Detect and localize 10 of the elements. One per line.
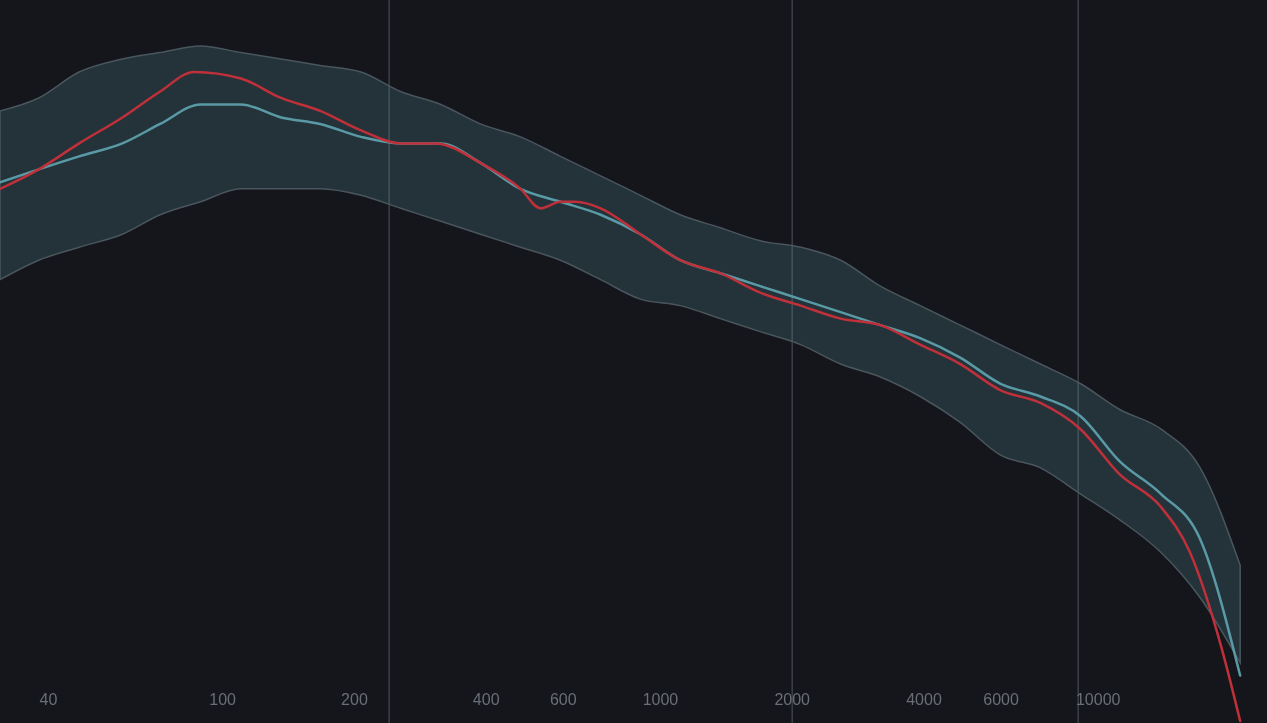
x-tick-label: 2000 bbox=[774, 691, 811, 708]
x-tick-label: 400 bbox=[472, 691, 500, 708]
x-tick-label: 100 bbox=[209, 691, 237, 708]
x-tick-label: 200 bbox=[341, 691, 368, 708]
x-tick-label: 1000 bbox=[642, 691, 679, 708]
x-tick-label: 600 bbox=[549, 691, 577, 708]
x-tick-label: 4000 bbox=[906, 691, 942, 708]
x-tick-label: 40 bbox=[39, 691, 58, 708]
x-tick-label: 6000 bbox=[983, 691, 1019, 708]
x-tick-label: 10000 bbox=[1075, 691, 1121, 708]
